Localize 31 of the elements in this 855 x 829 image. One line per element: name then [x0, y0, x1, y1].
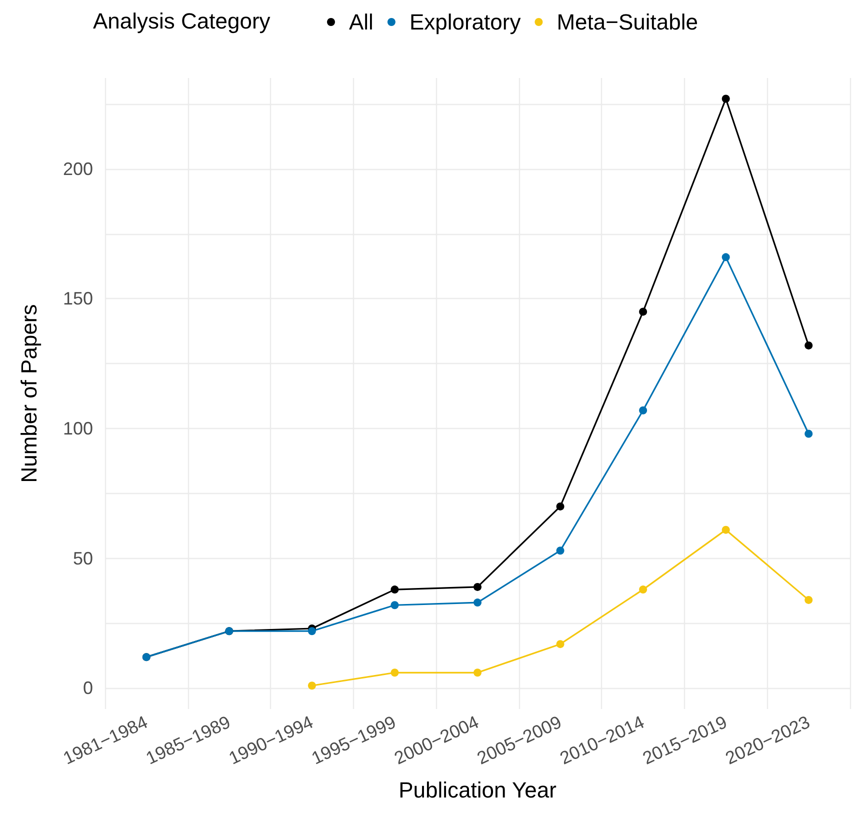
legend-label: Exploratory [409, 10, 521, 34]
point [308, 627, 316, 636]
legend-label: All [349, 10, 374, 34]
y-tick-label: 0 [82, 678, 93, 698]
point [804, 596, 813, 604]
point [474, 668, 482, 677]
legend-label: Meta−Suitable [556, 10, 698, 34]
point [390, 601, 399, 610]
y-axis-title: Number of Papers [16, 304, 42, 483]
point [722, 526, 730, 534]
y-tick-label: 50 [72, 548, 93, 568]
point [390, 586, 399, 594]
point [639, 586, 648, 594]
point [804, 341, 813, 350]
point [474, 598, 482, 607]
point [556, 502, 564, 510]
point [722, 253, 730, 262]
point [639, 308, 648, 316]
y-tick-label: 150 [62, 288, 93, 309]
point [474, 582, 482, 591]
point [556, 640, 564, 648]
x-axis-title: Publication Year [398, 778, 556, 802]
legend-title: Analysis Category [93, 8, 270, 34]
point [722, 94, 730, 103]
point [804, 430, 813, 438]
point [390, 668, 399, 677]
point [639, 406, 648, 414]
point [308, 682, 316, 690]
y-tick-label: 200 [62, 158, 93, 179]
point [556, 546, 564, 555]
y-tick-label: 100 [62, 418, 93, 439]
